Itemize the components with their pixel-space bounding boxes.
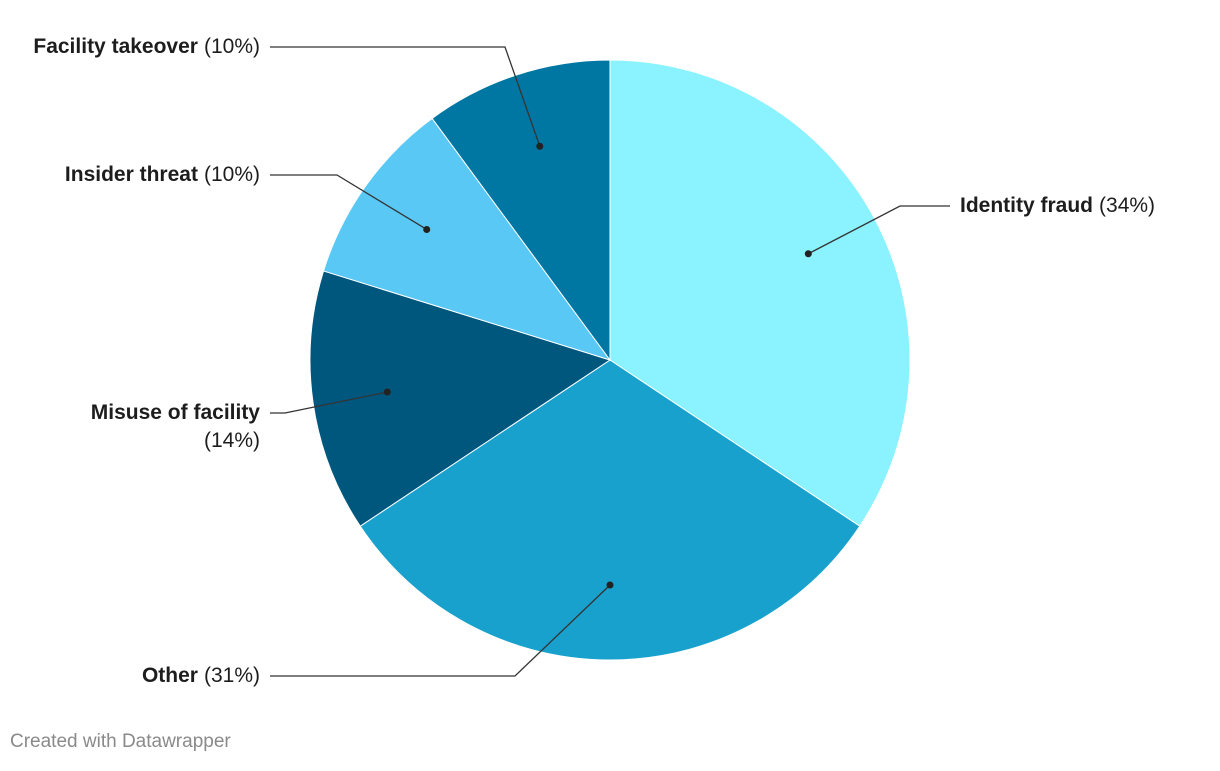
leader-dot <box>383 388 391 396</box>
label-value: (34%) <box>1099 194 1155 217</box>
leader-line <box>808 205 950 255</box>
label-value: (10%) <box>204 163 260 186</box>
slice-label: Facility takeover (10%) <box>33 35 260 58</box>
label-name: Insider threat <box>65 163 198 186</box>
slice-label: Other (31%) <box>142 664 260 687</box>
leader-dot <box>804 250 812 258</box>
label-name: Facility takeover <box>33 35 198 58</box>
leader-dot <box>536 142 544 150</box>
leader-dot <box>423 225 431 233</box>
leader-line <box>270 46 541 147</box>
leader-line <box>270 174 428 231</box>
pie-slice <box>322 117 612 361</box>
credit: Created with Datawrapper <box>10 731 231 752</box>
slice-label: Misuse of facility (14%) <box>91 401 261 452</box>
label-name: Other <box>142 664 198 687</box>
label-name: Identity fraud <box>960 194 1093 217</box>
leader-dot <box>606 581 614 589</box>
pie-slice <box>309 270 612 527</box>
slice-label: Insider threat (10%) <box>65 163 260 186</box>
label-name: Misuse of facility <box>91 401 261 424</box>
label-value: (31%) <box>204 664 260 687</box>
leader-line <box>270 391 388 414</box>
label-value: (14%) <box>204 429 260 452</box>
leader-line <box>270 584 611 677</box>
slice-label: Identity fraud (34%) <box>960 194 1155 217</box>
pie-slice <box>359 359 861 661</box>
label-value: (10%) <box>204 35 260 58</box>
pie-slice <box>431 59 611 362</box>
